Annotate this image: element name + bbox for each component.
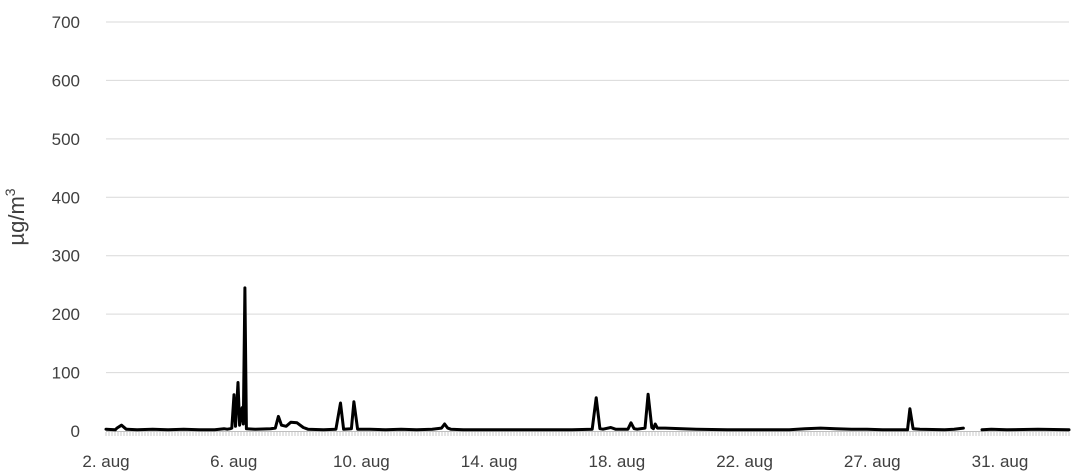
x-tick-label: 31. aug [972,452,1029,471]
x-tick-label: 2. aug [82,452,129,471]
y-tick-label: 500 [52,130,80,149]
y-tick-label: 100 [52,364,80,383]
x-tick-label: 6. aug [210,452,257,471]
y-tick-label: 300 [52,247,80,266]
y-axis-ticks: 0 100 200 300 400 500 600 700 [52,13,80,441]
x-tick-label: 14. aug [461,452,518,471]
y-axis-title: µg/m3 [2,188,29,245]
x-tick-label: 27. aug [844,452,901,471]
y-tick-label: 600 [52,71,80,90]
x-tick-label: 10. aug [333,452,390,471]
y-tick-label: 200 [52,305,80,324]
y-tick-label: 700 [52,13,80,32]
series-line [104,286,1071,432]
y-tick-label: 0 [71,422,80,441]
x-tick-label: 22. aug [716,452,773,471]
x-tick-label: 18. aug [588,452,645,471]
y-tick-label: 400 [52,188,80,207]
x-axis [105,431,1070,436]
x-axis-minor-ticks [105,432,1070,436]
series-layer [104,286,1071,432]
gridlines [106,21,1069,374]
x-axis-ticks: 2. aug 6. aug 10. aug 14. aug 18. aug 22. aug… [82,452,1028,471]
